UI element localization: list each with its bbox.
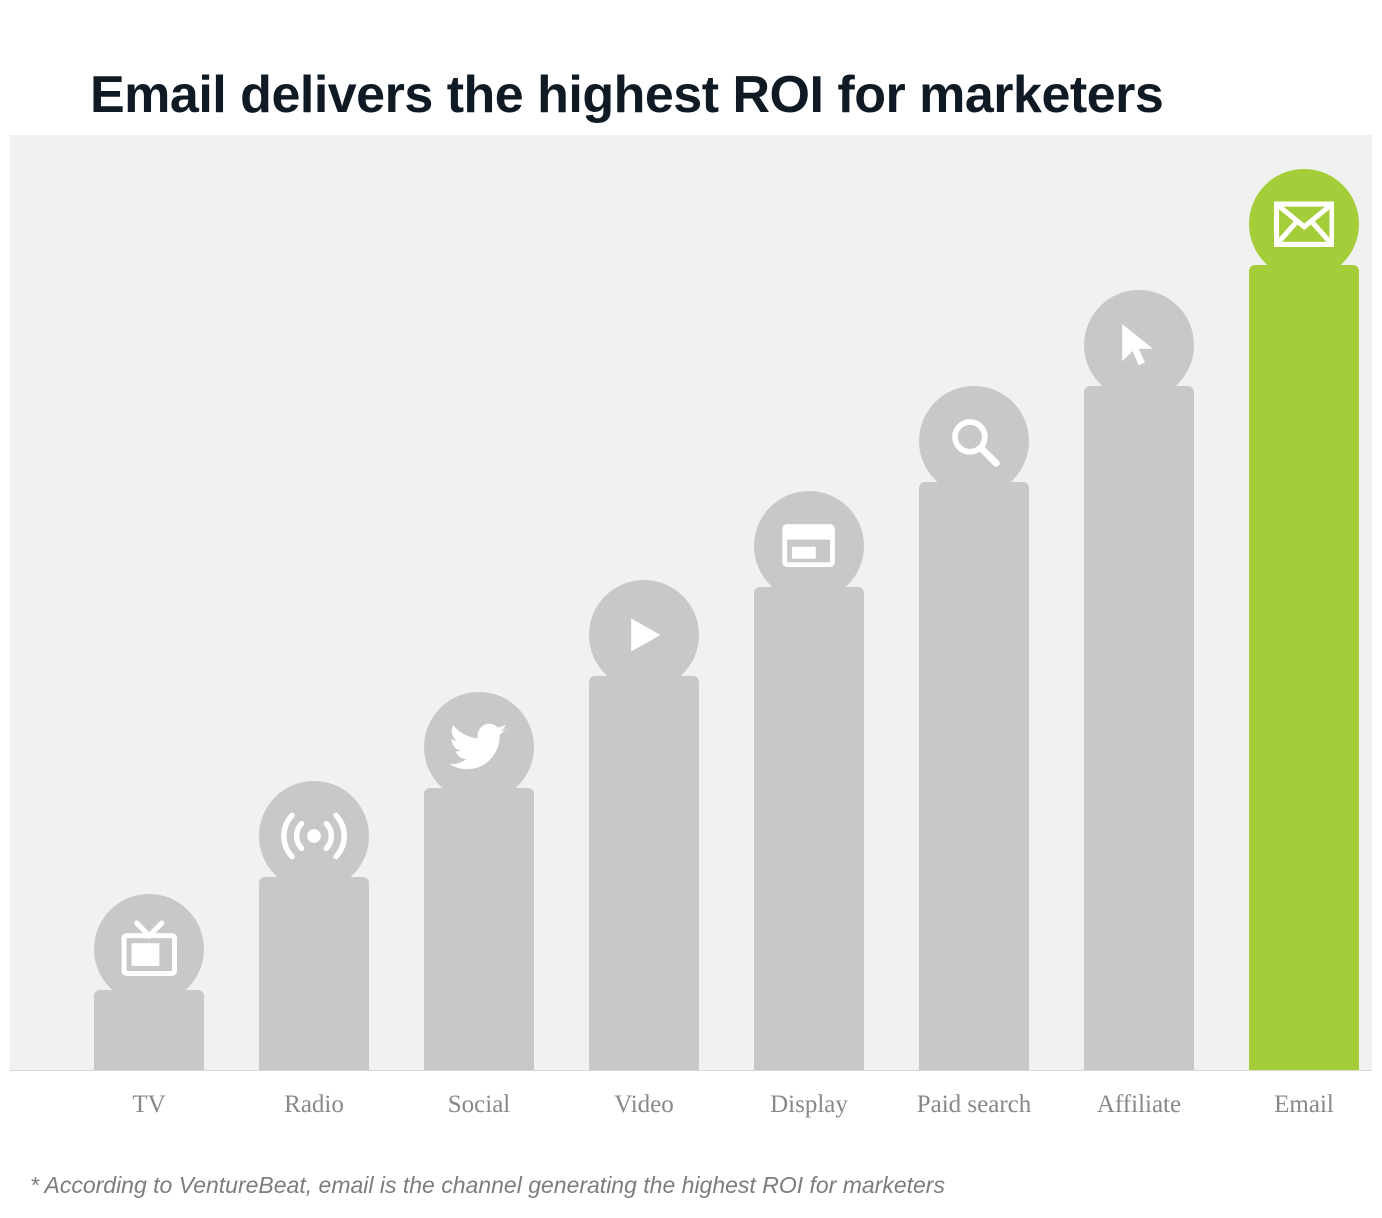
axis-label-email: Email (1222, 1090, 1382, 1120)
axis-label-play: Video (562, 1090, 727, 1120)
axis-label-cursor: Affiliate (1057, 1090, 1222, 1120)
axis-label-twitter: Social (397, 1090, 562, 1120)
chart-canvas: Email delivers the highest ROI for marke… (0, 0, 1382, 1218)
axis-labels-layer: TVRadioSocialVideoDisplayPaid searchAffi… (0, 0, 1382, 1218)
axis-label-display: Display (727, 1090, 892, 1120)
axis-label-radio: Radio (232, 1090, 397, 1120)
axis-label-search: Paid search (892, 1090, 1057, 1120)
axis-label-tv: TV (67, 1090, 232, 1120)
footnote-text: * According to VentureBeat, email is the… (30, 1172, 945, 1199)
